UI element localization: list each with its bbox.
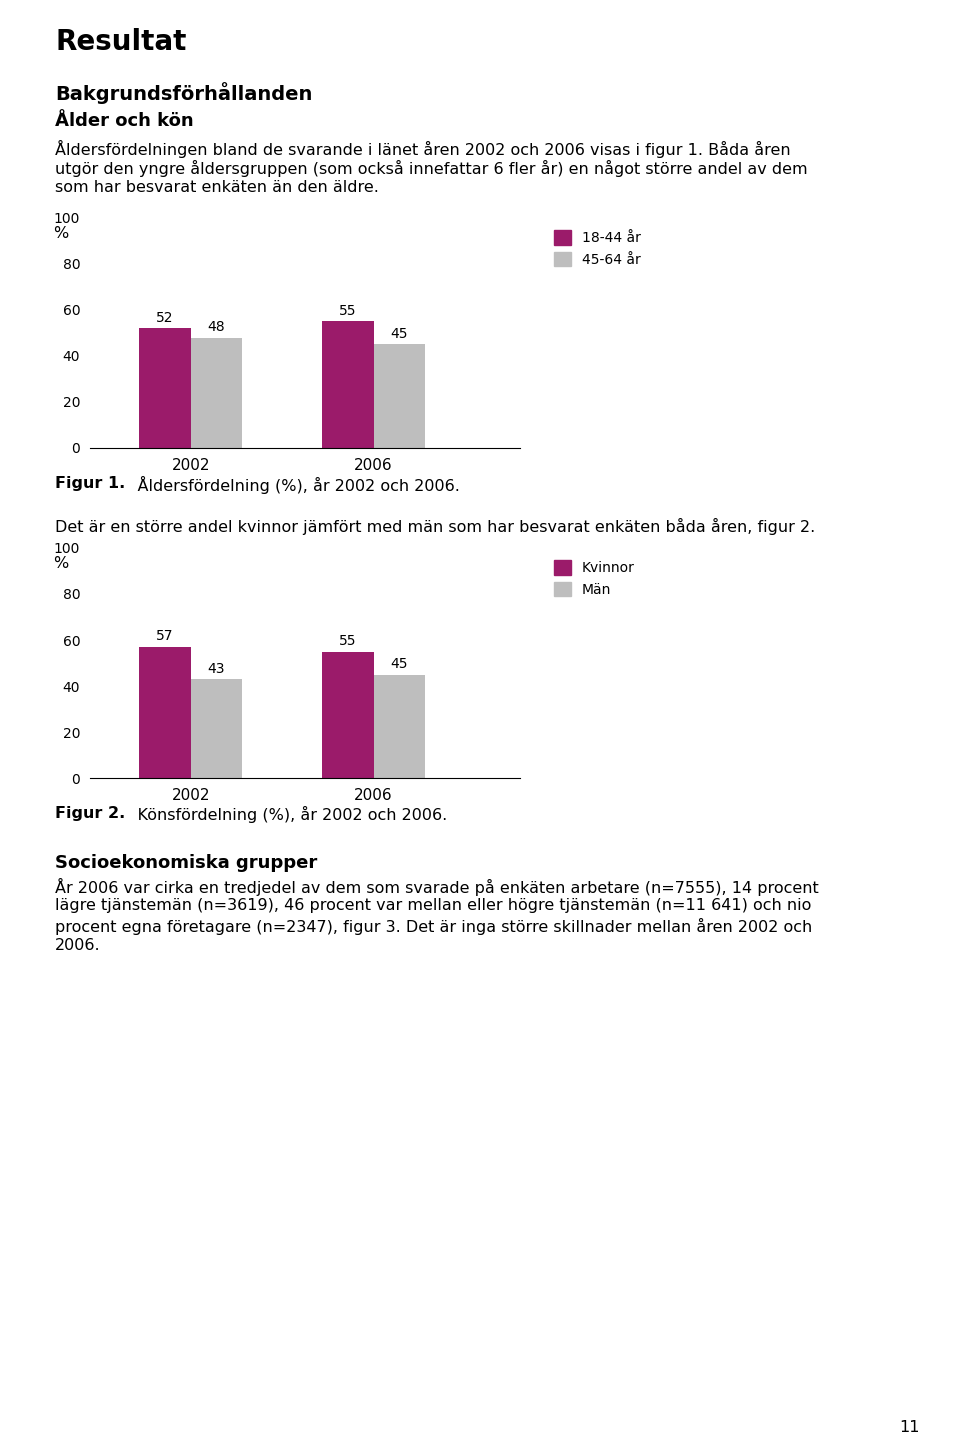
Text: Ålder och kön: Ålder och kön [55, 113, 194, 130]
Text: 11: 11 [900, 1419, 920, 1435]
Text: 2006.: 2006. [55, 939, 101, 953]
Text: 52: 52 [156, 310, 174, 325]
Text: Det är en större andel kvinnor jämfört med män som har besvarat enkäten båda åre: Det är en större andel kvinnor jämfört m… [55, 518, 815, 536]
Text: 43: 43 [207, 661, 225, 676]
Text: Resultat: Resultat [55, 27, 186, 56]
Bar [323, 651, 373, 778]
Legend: 18-44 år, 45-64 år: 18-44 år, 45-64 år [548, 225, 646, 273]
Bar [139, 328, 191, 448]
Text: 45: 45 [391, 326, 408, 341]
Text: lägre tjänstemän (n=3619), 46 procent var mellan eller högre tjänstemän (n=11 64: lägre tjänstemän (n=3619), 46 procent va… [55, 898, 811, 913]
Bar [139, 647, 191, 778]
Text: %: % [53, 227, 68, 241]
Text: 55: 55 [339, 305, 357, 318]
Text: 45: 45 [391, 657, 408, 671]
Text: 48: 48 [207, 321, 225, 334]
Text: Figur 1.: Figur 1. [55, 477, 125, 491]
Text: utgör den yngre åldersgruppen (som också innefattar 6 fler år) en något större a: utgör den yngre åldersgruppen (som också… [55, 160, 807, 178]
Bar [373, 674, 425, 778]
Text: Könsfördelning (%), år 2002 och 2006.: Könsfördelning (%), år 2002 och 2006. [117, 806, 447, 823]
Text: Åldersfördelningen bland de svarande i länet åren 2002 och 2006 visas i figur 1.: Åldersfördelningen bland de svarande i l… [55, 140, 791, 157]
Bar [191, 338, 242, 448]
Bar [323, 322, 373, 448]
Text: Figur 2.: Figur 2. [55, 806, 125, 822]
Text: Bakgrundsförhållanden: Bakgrundsförhållanden [55, 82, 312, 104]
Bar [191, 679, 242, 778]
Text: %: % [53, 556, 68, 570]
Text: 55: 55 [339, 634, 357, 648]
Text: procent egna företagare (n=2347), figur 3. Det är inga större skillnader mellan : procent egna företagare (n=2347), figur … [55, 918, 812, 936]
Text: som har besvarat enkäten än den äldre.: som har besvarat enkäten än den äldre. [55, 180, 379, 195]
Legend: Kvinnor, Män: Kvinnor, Män [548, 554, 640, 602]
Text: Åldersfördelning (%), år 2002 och 2006.: Åldersfördelning (%), år 2002 och 2006. [117, 477, 460, 494]
Text: Socioekonomiska grupper: Socioekonomiska grupper [55, 853, 317, 872]
Text: 57: 57 [156, 630, 174, 644]
Text: År 2006 var cirka en tredjedel av dem som svarade på enkäten arbetare (n=7555), : År 2006 var cirka en tredjedel av dem so… [55, 878, 819, 897]
Bar [373, 345, 425, 448]
